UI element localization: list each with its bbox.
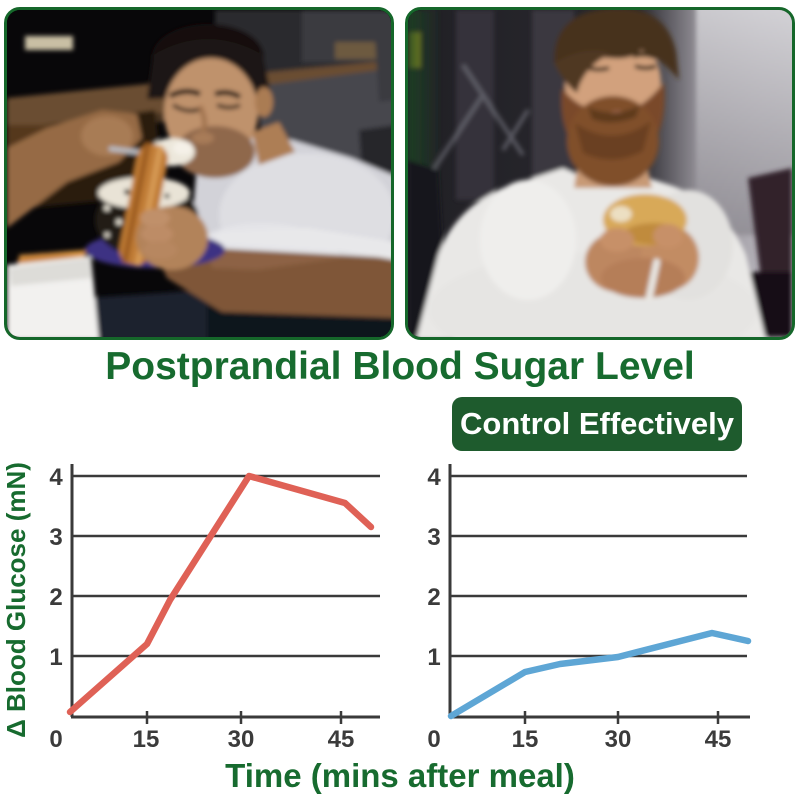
svg-text:0: 0 (49, 726, 62, 753)
svg-text:30: 30 (228, 726, 255, 753)
svg-text:4: 4 (427, 464, 441, 491)
svg-text:2: 2 (49, 584, 62, 611)
svg-text:3: 3 (427, 524, 440, 551)
svg-text:45: 45 (328, 726, 355, 753)
svg-text:15: 15 (512, 726, 539, 753)
svg-text:3: 3 (49, 524, 62, 551)
svg-text:45: 45 (705, 726, 732, 753)
svg-text:0: 0 (427, 726, 440, 753)
svg-text:1: 1 (49, 644, 62, 671)
svg-text:1: 1 (427, 644, 440, 671)
svg-text:30: 30 (605, 726, 632, 753)
svg-text:4: 4 (49, 464, 63, 491)
svg-text:2: 2 (427, 584, 440, 611)
svg-text:Time (mins after meal): Time (mins after meal) (225, 757, 575, 794)
svg-text:15: 15 (133, 726, 160, 753)
svg-text:Δ Blood Glucose (mN): Δ Blood Glucose (mN) (1, 462, 31, 738)
